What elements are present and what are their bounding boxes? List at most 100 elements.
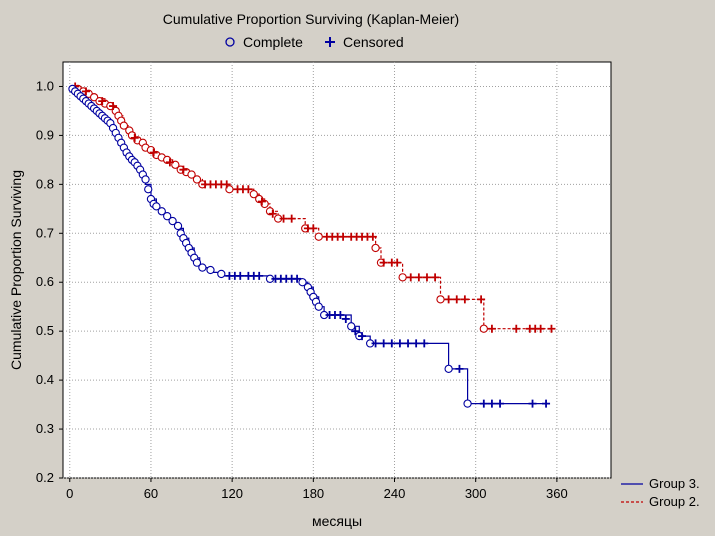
group-2-censored-point [477, 295, 486, 304]
group-2-censored-point [487, 324, 496, 333]
group-3-complete-point [192, 258, 202, 267]
group-3-complete-point [163, 212, 172, 221]
group-3-censored-point [542, 399, 551, 408]
group-3-complete-point [198, 263, 207, 272]
group-3-censored-point [479, 399, 488, 408]
group-3-censored-point [255, 271, 264, 280]
group-3-censored-point [528, 399, 537, 408]
group-2-legend-label: Group 2. [649, 494, 700, 509]
group-3-censored-point [420, 339, 429, 348]
group-2-censored-point [179, 165, 188, 174]
group-2-censored-point [431, 273, 440, 282]
group-2-censored-point [244, 185, 253, 194]
group-3-censored-point [293, 274, 302, 283]
x-axis-ticks: 0 60 120 180 240 300 360 [66, 478, 568, 501]
group-3-censored-point [496, 399, 505, 408]
group-2-censored-point [309, 224, 318, 233]
group-2-censored-point [279, 214, 288, 223]
y-axis-ticks: 0.2 0.3 0.4 0.5 0.6 0.7 0.8 0.9 1.0 [36, 78, 63, 485]
group-3-complete-point [157, 207, 166, 216]
group-3-censored-point [455, 364, 464, 373]
y-tick-label: 0.5 [36, 323, 54, 338]
series-legend: Group 3. Group 2. [621, 476, 700, 509]
group-3-censored-point [341, 314, 350, 323]
group-3-complete-point [173, 221, 183, 231]
group-2-censored-point [422, 273, 431, 282]
y-axis-label: Cumulative Proportion Surviving [8, 170, 24, 370]
group-2-complete-point [249, 189, 258, 199]
group-3-censored-point [387, 339, 396, 348]
group-2-censored-point [268, 209, 277, 218]
group-2-complete-point [187, 170, 196, 179]
group-2-complete-point [225, 185, 234, 194]
group-2-censored-point [109, 102, 118, 111]
group-2-complete-point [119, 121, 129, 130]
censored-legend-marker [325, 37, 335, 47]
y-tick-label: 1.0 [36, 78, 54, 93]
group-2-censored-point [368, 232, 377, 241]
group-2-complete-point [314, 232, 323, 241]
group-3-complete-point [217, 269, 226, 279]
x-axis-label: месяцы [312, 513, 362, 529]
series-layer [68, 82, 556, 408]
group-2-censored-point [98, 97, 107, 106]
group-2-censored-point [547, 324, 556, 333]
group-2-censored-point [536, 324, 545, 333]
y-tick-label: 0.6 [36, 274, 54, 289]
group-2-complete-point [89, 93, 99, 102]
y-tick-label: 0.3 [36, 421, 54, 436]
group-3-complete-point [141, 175, 150, 184]
group-2-censored-point [414, 273, 423, 282]
group-3-censored-point [395, 339, 404, 348]
group-2-censored-point [257, 197, 266, 206]
group-3-complete-point [347, 322, 356, 331]
group-3-censored-point [236, 271, 245, 280]
group-3-censored-point [351, 327, 360, 336]
y-tick-label: 0.7 [36, 225, 54, 240]
group-2-censored-point [82, 87, 91, 96]
y-tick-label: 0.9 [36, 127, 54, 142]
group-2-censored-point [149, 148, 158, 157]
group-3-complete-point [168, 216, 177, 226]
complete-legend-label: Complete [243, 34, 303, 50]
y-tick-label: 0.4 [36, 372, 54, 387]
complete-legend-marker [225, 37, 235, 47]
x-tick-label: 0 [66, 486, 73, 501]
group-3-complete-point [144, 185, 153, 194]
x-tick-label: 120 [221, 486, 243, 501]
group-2-censored-point [130, 133, 139, 142]
x-tick-label: 60 [144, 486, 158, 501]
group-3-complete-point [314, 302, 323, 311]
group-2-complete-point [371, 243, 380, 253]
group-2-censored-point [165, 158, 174, 167]
x-tick-label: 300 [465, 486, 487, 501]
group-2-censored-point [452, 295, 461, 304]
group-2-censored-point [287, 214, 296, 223]
group-2-censored-point [444, 295, 453, 304]
chart-title: Cumulative Proportion Surviving (Kaplan-… [163, 11, 459, 27]
group-2-censored-point [339, 232, 348, 241]
group-3-complete-point [298, 278, 307, 287]
group-2-censored-point [379, 258, 388, 267]
group-2-censored-point [406, 273, 415, 282]
group-3-complete-point [152, 202, 161, 211]
x-tick-label: 240 [384, 486, 406, 501]
group-2-censored-point [393, 258, 402, 267]
group-3-censored-point [487, 399, 496, 408]
group-3-censored-point [336, 311, 345, 320]
group-3-series [68, 84, 551, 408]
group-2-complete-point [436, 295, 445, 304]
group-3-complete-point [463, 399, 472, 408]
group-3-legend-label: Group 3. [649, 476, 700, 491]
group-3-complete-point [444, 364, 453, 374]
y-tick-label: 0.2 [36, 470, 54, 485]
x-tick-label: 180 [302, 486, 324, 501]
group-3-complete-point [206, 265, 215, 275]
group-2-complete-point [398, 273, 407, 282]
group-2-complete-point [479, 324, 488, 333]
group-3-censored-point [412, 339, 421, 348]
group-3-censored-point [358, 332, 367, 341]
group-3-censored-point [404, 339, 413, 348]
x-tick-label: 360 [546, 486, 568, 501]
